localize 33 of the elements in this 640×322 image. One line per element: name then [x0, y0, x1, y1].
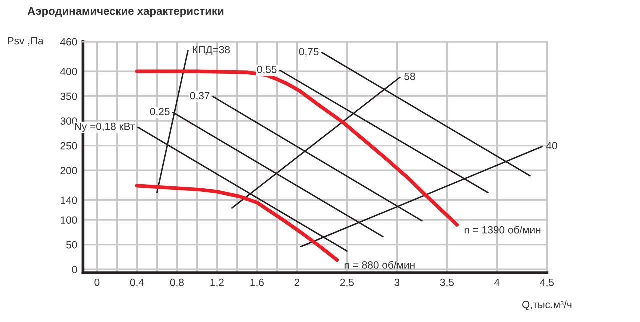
x-tick-label: 0 [94, 278, 100, 286]
y-tick-label: 350 [60, 92, 78, 100]
y-tick-label: 140 [61, 196, 78, 204]
x-tick-label: 1,6 [250, 278, 264, 288]
y-tick-label: 250 [60, 142, 78, 150]
series-label: 0,37 [190, 92, 210, 101]
x-tick-label: 3 [394, 278, 400, 286]
y-tick-label: 50 [66, 241, 78, 249]
x-axis-title: Q,тыс.м³/ч [522, 300, 572, 310]
series-label: 40 [546, 142, 558, 150]
series-label: 0,55 [257, 66, 277, 75]
x-tick-label: 0,8 [170, 278, 184, 288]
series-label: n = 880 об/мин [344, 261, 415, 269]
y-tick-label: 100 [61, 216, 78, 224]
x-tick-label: 1,2 [210, 278, 224, 288]
series-label: 0,75 [299, 48, 319, 57]
x-tick-label: 2 [294, 278, 300, 286]
series-label: 0,25 [150, 108, 170, 117]
x-tick-label: 2,5 [340, 278, 354, 288]
x-tick-label: 3,5 [440, 278, 454, 288]
x-tick-label: 4,5 [540, 278, 554, 288]
y-tick-label: 200 [60, 167, 78, 174]
series-label: 58 [404, 72, 416, 80]
x-tick-label: 4 [494, 278, 500, 286]
series-label: n = 1390 об/мин [464, 226, 541, 234]
y-tick-label: 0 [72, 266, 78, 274]
y-axis-title: Psv ,Па [8, 37, 44, 46]
y-tick-label: 400 [60, 68, 78, 76]
series-label: Ny =0,18 кВт [75, 122, 136, 132]
y-tick-label: 460 [60, 38, 78, 46]
x-tick-label: 0,4 [130, 278, 144, 288]
chart-title: Аэродинамические характеристики [28, 7, 224, 18]
series-label: КПД=38 [193, 46, 230, 56]
